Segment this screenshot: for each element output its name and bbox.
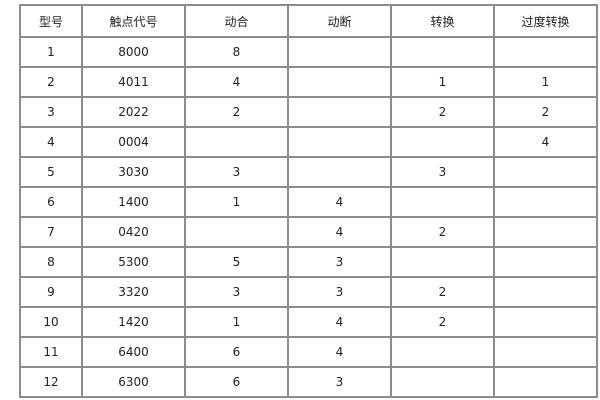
table-cell: 3 [19,96,83,128]
table-row: 12 6300 6 3 [19,366,598,398]
table-cell: 3320 [81,276,186,308]
table-cell: 3 [287,366,392,398]
table-cell [493,306,598,338]
table-row: 2 4011 4 1 1 [19,66,598,98]
table-cell: 1 [19,36,83,68]
table-cell: 2 [184,96,289,128]
table-cell: 0420 [81,216,186,248]
table-cell [390,246,495,278]
table-cell: 4 [287,216,392,248]
table-cell [493,36,598,68]
table-cell [493,276,598,308]
header-row: 型号 触点代号 动合 动断 转换 过度转换 [19,4,598,38]
column-header: 触点代号 [81,4,186,38]
table-row: 11 6400 6 4 [19,336,598,368]
table-cell: 11 [19,336,83,368]
table-cell: 4 [184,66,289,98]
table-cell: 3 [184,276,289,308]
table-cell: 9 [19,276,83,308]
table-cell: 5300 [81,246,186,278]
table-cell [390,126,495,158]
table-cell: 2 [390,216,495,248]
table-cell: 10 [19,306,83,338]
table-cell: 3 [287,276,392,308]
table-cell [287,66,392,98]
table-cell [390,336,495,368]
table-row: 1 8000 8 [19,36,598,68]
table-cell: 1 [390,66,495,98]
table-cell: 2 [390,96,495,128]
table-cell: 4 [287,186,392,218]
table-row: 4 0004 4 [19,126,598,158]
contact-table: 型号 触点代号 动合 动断 转换 过度转换 1 8000 8 2 4011 4 1 1 3 2022 2 2 2 4… [19,4,598,398]
column-header: 动合 [184,4,289,38]
table-cell: 6 [19,186,83,218]
column-header: 动断 [287,4,392,38]
table-cell [287,126,392,158]
table-cell: 1 [493,66,598,98]
table-cell [287,96,392,128]
table-cell: 8 [184,36,289,68]
table-cell [184,216,289,248]
table-row: 8 5300 5 3 [19,246,598,278]
table-cell: 3030 [81,156,186,188]
table-cell: 2 [493,96,598,128]
column-header: 过度转换 [493,4,598,38]
table-cell: 6 [184,336,289,368]
table-cell [493,336,598,368]
table-row: 5 3030 3 3 [19,156,598,188]
table-cell [390,366,495,398]
table-cell: 0004 [81,126,186,158]
table-cell: 1 [184,306,289,338]
table-cell: 4011 [81,66,186,98]
table-cell: 1420 [81,306,186,338]
table-cell [287,36,392,68]
table-cell: 6 [184,366,289,398]
table-cell: 2 [390,276,495,308]
table-cell: 4 [287,336,392,368]
table-cell [390,186,495,218]
table-cell: 7 [19,216,83,248]
table-cell [390,36,495,68]
table-cell: 4 [287,306,392,338]
table-cell: 1 [184,186,289,218]
table-cell: 4 [19,126,83,158]
table-cell [493,366,598,398]
table-cell: 2 [390,306,495,338]
table-cell [493,246,598,278]
column-header: 型号 [19,4,83,38]
table-cell: 6400 [81,336,186,368]
table-cell: 2022 [81,96,186,128]
table-row: 10 1420 1 4 2 [19,306,598,338]
table-cell: 3 [184,156,289,188]
table-cell [493,156,598,188]
table-cell [493,216,598,248]
table-cell: 8000 [81,36,186,68]
table-row: 6 1400 1 4 [19,186,598,218]
table-cell: 6300 [81,366,186,398]
table-cell: 12 [19,366,83,398]
table-cell: 4 [493,126,598,158]
table-cell [184,126,289,158]
table-cell: 3 [287,246,392,278]
column-header: 转换 [390,4,495,38]
table-cell [493,186,598,218]
table-row: 3 2022 2 2 2 [19,96,598,128]
table-cell: 3 [390,156,495,188]
table-row: 9 3320 3 3 2 [19,276,598,308]
table-row: 7 0420 4 2 [19,216,598,248]
table-cell: 5 [19,156,83,188]
table-cell: 5 [184,246,289,278]
table-cell: 2 [19,66,83,98]
table-cell: 1400 [81,186,186,218]
table-cell [287,156,392,188]
table-cell: 8 [19,246,83,278]
